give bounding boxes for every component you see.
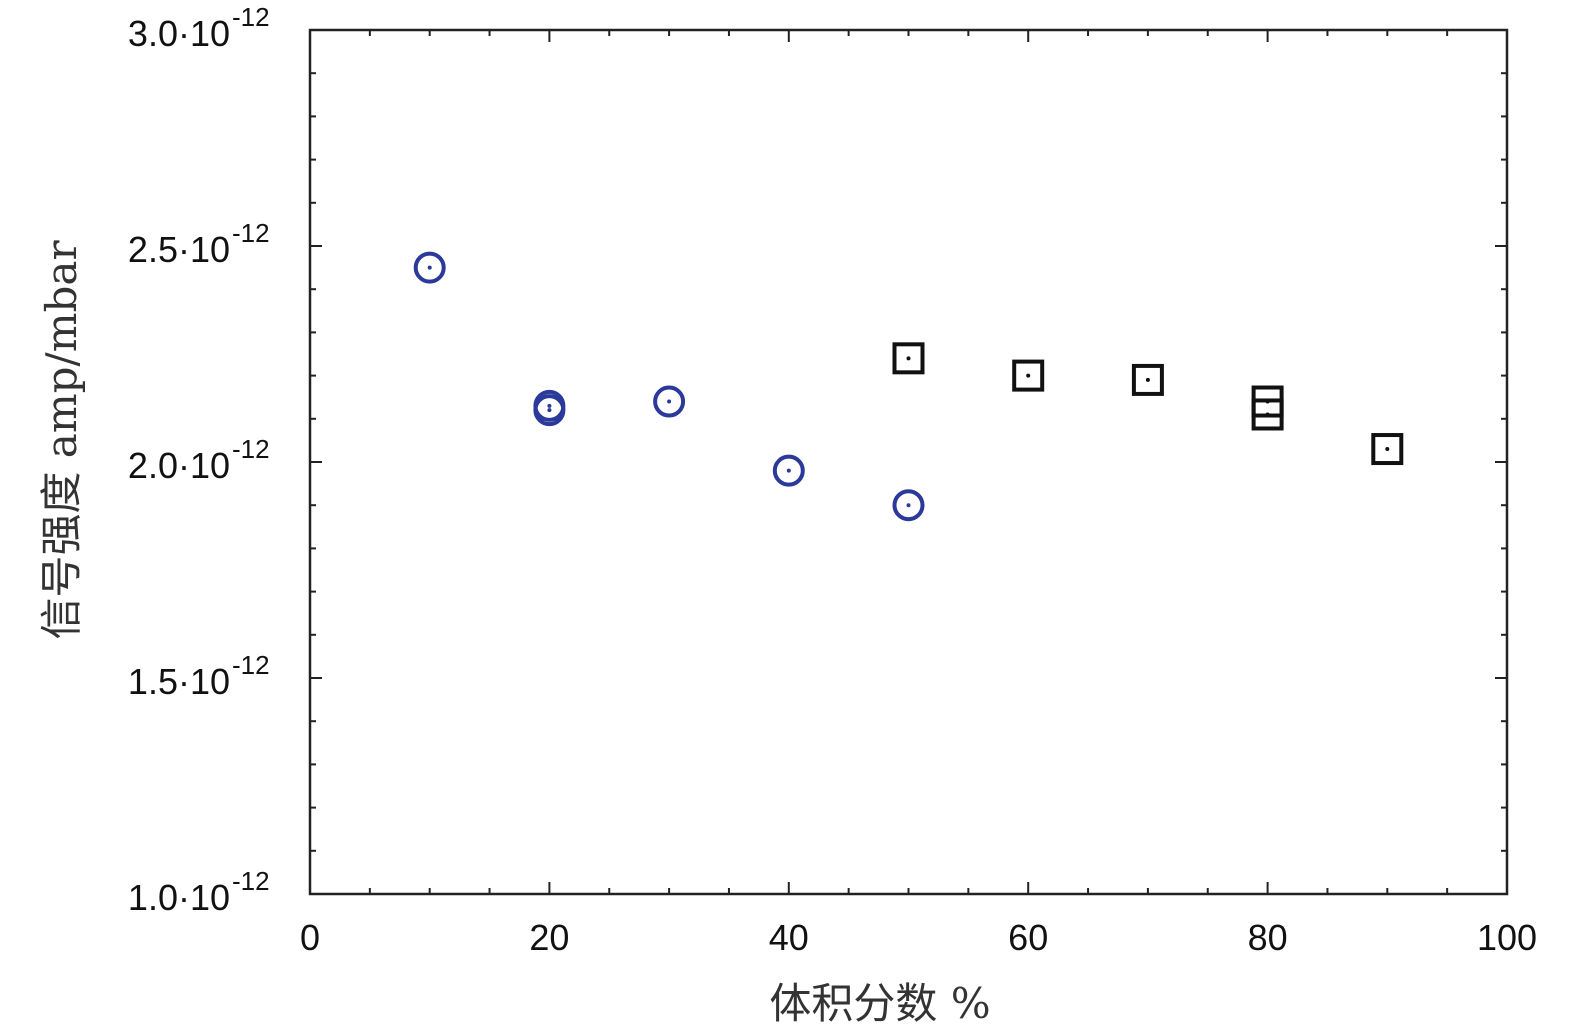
marker-center-dot bbox=[1026, 373, 1031, 378]
y-axis-title: 信号强度 amp/mbar bbox=[37, 240, 86, 640]
x-tick-label: 20 bbox=[529, 917, 569, 958]
marker-center-dot bbox=[547, 403, 552, 408]
square-marker bbox=[1371, 433, 1404, 466]
axis-ticks bbox=[309, 29, 1508, 895]
y-tick-label: 1.0·10 bbox=[128, 877, 230, 918]
circle-marker bbox=[413, 251, 446, 284]
y-tick-exponent: -12 bbox=[232, 866, 270, 896]
square-marker bbox=[1251, 398, 1284, 431]
y-tick-labels: 1.0·10 -121.5·10 -122.0·10 -122.5·10 -123.0·… bbox=[128, 2, 270, 918]
x-tick-label: 60 bbox=[1008, 917, 1048, 958]
x-tick-label: 100 bbox=[1477, 917, 1537, 958]
marker-center-dot bbox=[547, 408, 552, 413]
marker-center-dot bbox=[1385, 447, 1390, 452]
plot-frame bbox=[308, 28, 1509, 896]
data-points bbox=[413, 251, 1404, 522]
y-tick-label: 3.0·10 bbox=[128, 13, 230, 54]
marker-center-dot bbox=[1265, 412, 1270, 417]
x-tick-label: 80 bbox=[1248, 917, 1288, 958]
y-tick-label: 2.5·10 bbox=[128, 229, 230, 270]
y-tick-exponent: -12 bbox=[232, 2, 270, 32]
y-tick-exponent: -12 bbox=[232, 434, 270, 464]
x-tick-labels: 0 20 40 60 80 100 bbox=[300, 917, 1537, 958]
circle-marker bbox=[772, 454, 805, 487]
x-tick-label: 0 bbox=[300, 917, 320, 958]
y-tick-label: 1.5·10 bbox=[128, 661, 230, 702]
y-tick-exponent: -12 bbox=[232, 218, 270, 248]
circle-marker bbox=[533, 389, 566, 422]
y-tick-exponent: -12 bbox=[232, 650, 270, 680]
marker-center-dot bbox=[906, 356, 911, 361]
marker-center-dot bbox=[667, 399, 672, 404]
square-marker bbox=[1131, 363, 1164, 396]
circle-marker bbox=[653, 385, 686, 418]
circle-marker bbox=[892, 489, 925, 522]
marker-center-dot bbox=[786, 468, 791, 473]
square-marker bbox=[1012, 359, 1045, 392]
y-tick-label: 2.0·10 bbox=[128, 445, 230, 486]
x-axis-title: 体积分数 % bbox=[769, 979, 990, 1028]
square-marker bbox=[892, 342, 925, 375]
marker-center-dot bbox=[427, 265, 432, 270]
marker-center-dot bbox=[906, 503, 911, 508]
marker-center-dot bbox=[1145, 377, 1150, 382]
x-tick-label: 40 bbox=[769, 917, 809, 958]
